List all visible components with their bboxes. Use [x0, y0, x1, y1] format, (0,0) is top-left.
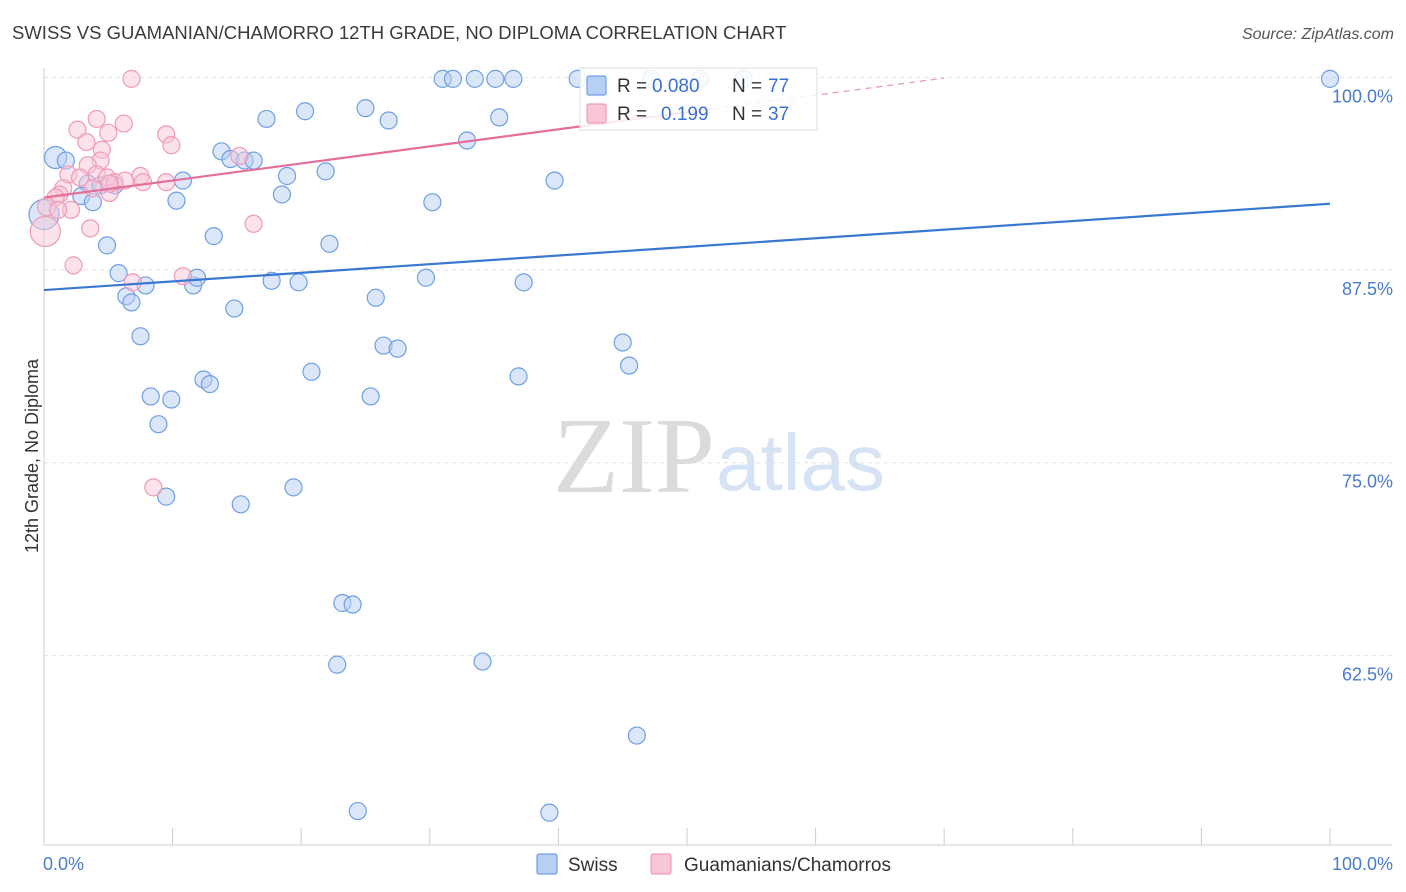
swiss-point: [328, 655, 347, 674]
ticks: 100.0% 87.5% 75.0% 62.5%: [43, 86, 1393, 845]
swiss-point: [302, 362, 321, 381]
swiss-point: [443, 69, 463, 88]
chart-title: SWISS VS GUAMANIAN/CHAMORRO 12TH GRADE, …: [12, 22, 786, 43]
swiss-point: [473, 652, 492, 671]
swiss-point: [423, 193, 442, 212]
swiss-point: [289, 273, 308, 292]
swiss-point: [361, 387, 380, 406]
swiss-point: [514, 273, 533, 292]
guam-point: [77, 132, 96, 152]
swiss-r-value: 0.080: [652, 76, 700, 97]
guam-point: [162, 136, 181, 155]
swiss-point: [204, 227, 223, 246]
swiss-point: [465, 69, 484, 88]
swiss-point: [348, 801, 367, 821]
guam-point: [144, 478, 163, 497]
swiss-point: [284, 478, 303, 497]
swiss-point: [627, 726, 646, 745]
y-tick-label: 87.5%: [1342, 279, 1393, 299]
guam-point: [244, 214, 263, 233]
swiss-point: [545, 171, 564, 190]
swiss-point: [200, 374, 219, 394]
guam-point: [123, 273, 142, 292]
swiss-point: [379, 111, 398, 130]
swiss-point: [1320, 69, 1340, 88]
watermark-zip: ZIP: [553, 397, 715, 516]
guam-point: [230, 146, 249, 166]
swiss-point: [167, 191, 186, 210]
swiss-point: [366, 288, 385, 307]
watermark-atlas: atlas: [716, 418, 885, 507]
swiss-point: [356, 99, 375, 118]
source-credit: Source: ZipAtlas.com: [1242, 26, 1394, 43]
swiss-point: [540, 803, 559, 822]
guam-point: [70, 168, 90, 187]
guam-n-label: N =: [732, 104, 762, 125]
guam-point: [29, 215, 61, 248]
guam-r-value: 0.199: [661, 104, 709, 125]
legend-box: [579, 67, 818, 131]
guam-point: [49, 200, 68, 220]
y-tick-label: 62.5%: [1342, 664, 1393, 684]
swiss-point: [316, 162, 335, 181]
swiss-point: [486, 69, 505, 88]
guam-point: [122, 69, 141, 88]
guam-series-label: Guamanians/Chamorros: [684, 855, 891, 876]
swiss-point: [416, 268, 436, 287]
swiss-point: [131, 327, 150, 346]
swiss-point: [272, 185, 292, 204]
x-tick-label-min: 0.0%: [43, 854, 84, 874]
swiss-point: [613, 333, 632, 352]
guam-series-swatch: [650, 853, 672, 875]
swiss-point: [141, 387, 160, 406]
guam-point: [133, 173, 153, 192]
swiss-point: [109, 264, 128, 283]
swiss-point: [490, 108, 509, 127]
scatter-points: [28, 69, 1340, 822]
swiss-point: [343, 595, 362, 614]
y-tick-label: 75.0%: [1342, 472, 1393, 492]
swiss-point: [122, 293, 141, 312]
guam-legend-swatch: [586, 103, 607, 124]
guam-point: [68, 120, 87, 139]
x-tick-label-max: 100.0%: [1332, 854, 1393, 874]
guam-point: [114, 114, 133, 133]
swiss-point: [225, 299, 244, 318]
y-axis-label: 12th Grade, No Diploma: [22, 358, 42, 553]
watermark: ZIP atlas: [553, 397, 885, 516]
bottom-legend: Swiss Guamanians/Chamorros: [536, 853, 891, 876]
swiss-point: [262, 271, 281, 290]
legend-stats: R = 0.080 N = 77 R = 0.199 N = 37: [579, 67, 818, 131]
guam-point: [81, 219, 100, 238]
swiss-point: [504, 69, 523, 88]
swiss-point: [509, 367, 528, 386]
swiss-point: [231, 495, 250, 514]
swiss-point: [162, 390, 181, 409]
guam-point: [87, 109, 106, 129]
gridlines: [44, 76, 1392, 656]
swiss-n-value: 77: [768, 76, 789, 97]
swiss-point: [620, 356, 639, 375]
swiss-trend-line: [44, 202, 1331, 292]
swiss-point: [320, 234, 339, 253]
swiss-point: [295, 102, 315, 121]
swiss-point: [257, 109, 276, 129]
swiss-series-swatch: [536, 853, 558, 875]
swiss-point: [157, 487, 176, 506]
y-tick-label: 100.0%: [1332, 86, 1393, 106]
swiss-legend-swatch: [586, 75, 607, 96]
swiss-point: [277, 166, 297, 186]
swiss-point: [149, 415, 168, 434]
guam-point: [99, 123, 118, 142]
swiss-n-label: N =: [732, 76, 762, 97]
swiss-r-label: R =: [617, 76, 647, 97]
guam-r-label: R =: [617, 104, 647, 125]
guam-point: [64, 256, 83, 275]
swiss-series-label: Swiss: [568, 855, 618, 876]
guam-n-value: 37: [768, 104, 789, 125]
swiss-point: [97, 236, 117, 255]
swiss-point: [388, 339, 407, 358]
